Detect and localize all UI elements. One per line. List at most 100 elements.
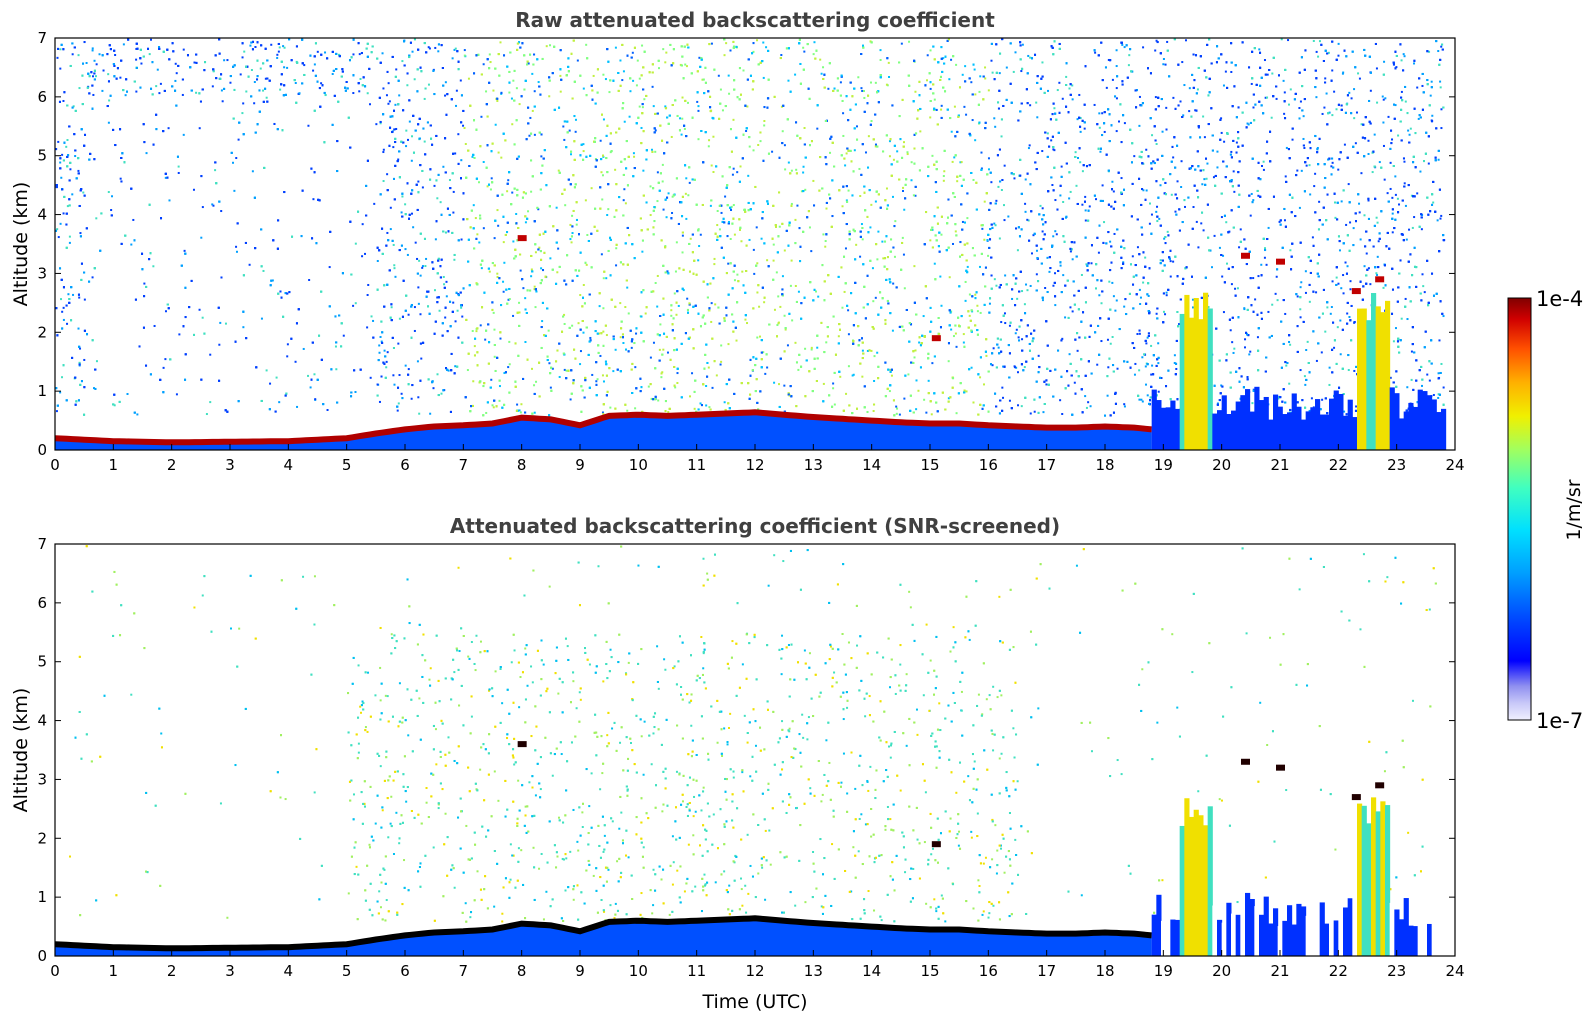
noise-pixel xyxy=(1283,91,1286,94)
noise-pixel xyxy=(1394,104,1397,107)
noise-pixel xyxy=(1180,160,1183,163)
noise-pixel xyxy=(410,159,413,162)
noise-pixel xyxy=(251,170,254,173)
noise-pixel xyxy=(1376,101,1379,104)
noise-pixel xyxy=(269,382,272,385)
noise-pixel xyxy=(369,103,372,106)
noise-pixel xyxy=(800,190,803,193)
noise-pixel xyxy=(940,104,943,107)
noise-pixel xyxy=(1000,321,1003,324)
noise-pixel xyxy=(382,151,385,154)
noise-pixel xyxy=(386,351,389,354)
noise-pixel xyxy=(929,239,932,242)
noise-pixel xyxy=(980,151,983,154)
noise-pixel xyxy=(842,134,845,137)
noise-pixel xyxy=(499,337,502,340)
noise-pixel xyxy=(974,93,977,96)
noise-pixel xyxy=(1426,373,1429,376)
noise-pixel xyxy=(1337,168,1340,171)
noise-pixel xyxy=(619,302,622,305)
noise-pixel xyxy=(810,346,813,349)
noise-pixel xyxy=(863,96,866,99)
noise-pixel xyxy=(783,249,786,252)
noise-pixel xyxy=(1229,329,1232,332)
noise-pixel xyxy=(1349,288,1352,291)
noise-pixel xyxy=(582,150,585,153)
noise-pixel xyxy=(763,124,766,127)
noise-pixel xyxy=(1103,130,1106,133)
noise-pixel xyxy=(282,45,285,48)
noise-pixel xyxy=(612,370,615,373)
noise-pixel xyxy=(913,265,916,268)
noise-pixel xyxy=(930,413,933,416)
noise-pixel xyxy=(675,241,678,244)
noise-pixel xyxy=(358,90,361,93)
noise-pixel xyxy=(1188,110,1191,113)
noise-pixel xyxy=(890,374,893,377)
noise-pixel xyxy=(638,77,641,80)
noise-pixel xyxy=(1233,347,1236,350)
noise-pixel xyxy=(676,381,679,384)
noise-pixel xyxy=(635,84,638,87)
noise-pixel xyxy=(1054,304,1057,307)
noise-pixel xyxy=(855,243,858,246)
noise-pixel xyxy=(1260,164,1263,167)
noise-pixel xyxy=(762,76,765,79)
noise-pixel xyxy=(861,375,864,378)
noise-pixel xyxy=(1375,216,1378,219)
noise-pixel xyxy=(1069,306,1072,309)
noise-pixel xyxy=(1411,226,1414,229)
noise-pixel xyxy=(794,341,797,344)
noise-pixel xyxy=(1236,287,1239,290)
noise-pixel xyxy=(380,340,383,343)
noise-pixel xyxy=(902,186,905,189)
noise-pixel xyxy=(1179,100,1182,103)
noise-pixel xyxy=(948,276,951,279)
noise-pixel xyxy=(491,404,494,407)
noise-pixel xyxy=(574,130,577,133)
noise-pixel xyxy=(1203,178,1206,181)
noise-pixel xyxy=(175,393,178,396)
noise-pixel xyxy=(1041,230,1044,233)
noise-pixel xyxy=(676,372,679,375)
noise-pixel xyxy=(713,257,716,260)
noise-pixel xyxy=(1352,227,1355,230)
noise-pixel xyxy=(1054,199,1057,202)
noise-pixel xyxy=(1280,38,1283,41)
noise-pixel xyxy=(626,286,629,289)
noise-pixel xyxy=(1181,61,1184,64)
noise-pixel xyxy=(1146,336,1149,339)
noise-pixel xyxy=(175,72,178,75)
noise-pixel xyxy=(397,158,400,161)
noise-pixel xyxy=(732,167,735,170)
noise-pixel xyxy=(585,263,588,266)
noise-pixel xyxy=(503,372,506,375)
noise-pixel xyxy=(661,163,664,166)
noise-pixel xyxy=(1344,261,1347,264)
noise-pixel xyxy=(1423,291,1426,294)
noise-pixel xyxy=(1008,399,1011,402)
noise-pixel xyxy=(1194,109,1197,112)
noise-pixel xyxy=(1138,332,1141,335)
noise-pixel xyxy=(908,40,911,43)
noise-pixel xyxy=(1155,39,1158,42)
noise-pixel xyxy=(762,351,765,354)
noise-pixel xyxy=(991,364,994,367)
noise-pixel xyxy=(697,138,700,141)
noise-pixel xyxy=(1376,273,1379,276)
noise-pixel xyxy=(177,165,180,168)
noise-pixel xyxy=(970,366,973,369)
noise-pixel xyxy=(1144,365,1147,368)
noise-pixel xyxy=(783,144,786,147)
noise-pixel xyxy=(1304,270,1307,273)
noise-pixel xyxy=(742,69,745,72)
noise-pixel xyxy=(772,259,775,262)
noise-pixel xyxy=(1359,238,1362,241)
noise-pixel xyxy=(681,251,684,254)
noise-pixel xyxy=(1116,367,1119,370)
noise-pixel xyxy=(416,360,419,363)
noise-pixel xyxy=(1029,104,1032,107)
noise-pixel xyxy=(385,94,388,97)
noise-pixel xyxy=(312,69,315,72)
noise-pixel xyxy=(839,375,842,378)
